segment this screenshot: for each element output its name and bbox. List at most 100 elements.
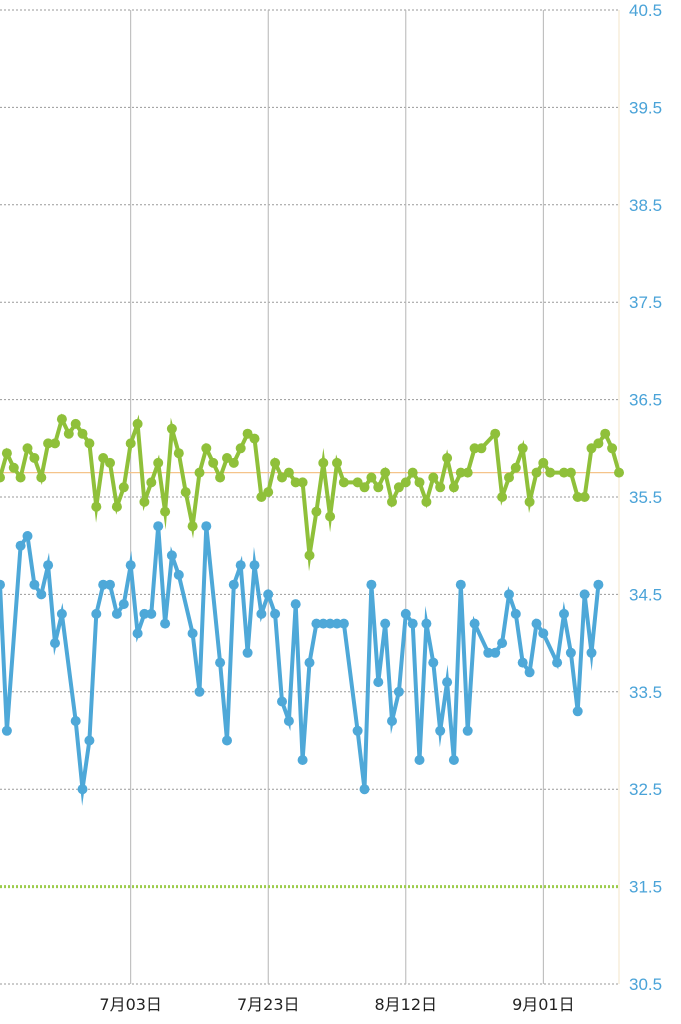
data-point bbox=[0, 579, 5, 590]
data-point bbox=[91, 501, 102, 512]
data-point bbox=[552, 657, 563, 668]
data-point bbox=[22, 443, 33, 454]
data-point bbox=[22, 531, 33, 541]
data-point bbox=[338, 618, 349, 629]
data-point bbox=[442, 453, 453, 463]
y-tick-label: 39.5 bbox=[629, 98, 662, 117]
data-point bbox=[125, 438, 136, 449]
data-point bbox=[29, 579, 40, 590]
data-point bbox=[387, 716, 397, 726]
data-point bbox=[476, 443, 487, 454]
x-tick-label: 7月03日 bbox=[99, 995, 162, 1014]
data-point bbox=[421, 618, 432, 629]
data-point bbox=[497, 638, 508, 649]
data-point bbox=[517, 657, 528, 668]
data-point bbox=[15, 540, 26, 551]
data-point bbox=[242, 647, 253, 658]
data-point bbox=[448, 755, 459, 765]
data-point bbox=[228, 457, 239, 468]
data-point bbox=[469, 618, 480, 629]
data-point bbox=[56, 608, 67, 619]
data-point bbox=[565, 467, 576, 478]
data-point bbox=[579, 589, 590, 600]
data-point bbox=[228, 579, 239, 590]
data-point bbox=[497, 492, 508, 502]
data-point bbox=[510, 608, 521, 619]
data-point bbox=[565, 647, 576, 658]
series-line bbox=[0, 525, 601, 806]
data-point bbox=[387, 496, 397, 507]
data-point bbox=[545, 467, 556, 478]
data-point bbox=[593, 438, 604, 449]
data-point bbox=[407, 618, 418, 629]
data-point bbox=[531, 618, 542, 629]
y-tick-label: 40.5 bbox=[629, 1, 662, 20]
data-point bbox=[77, 784, 88, 795]
data-point bbox=[504, 472, 514, 483]
data-point bbox=[277, 696, 287, 707]
data-point bbox=[208, 457, 219, 468]
x-axis-ticks: 7月03日 7月23日 8月12日 9月01日 bbox=[99, 995, 574, 1014]
data-point bbox=[311, 618, 322, 629]
series-layer bbox=[0, 413, 624, 806]
data-point bbox=[56, 414, 67, 425]
data-point bbox=[242, 428, 253, 439]
data-point bbox=[448, 482, 459, 493]
data-point bbox=[359, 482, 370, 493]
data-point bbox=[352, 477, 363, 488]
data-point bbox=[139, 608, 150, 619]
data-point bbox=[36, 472, 47, 483]
data-point bbox=[63, 428, 74, 439]
data-point bbox=[359, 784, 370, 795]
y-axis-ticks: 40.5 39.5 38.5 37.5 36.5 35.5 34.5 33.5 32.5 31.5… bbox=[629, 1, 662, 994]
data-point bbox=[70, 716, 81, 726]
data-point bbox=[531, 467, 542, 478]
x-tick-label: 7月23日 bbox=[237, 995, 300, 1014]
data-point bbox=[572, 492, 583, 502]
y-tick-label: 35.5 bbox=[629, 488, 662, 507]
data-point bbox=[84, 438, 95, 449]
data-point bbox=[304, 657, 315, 668]
data-point bbox=[400, 477, 411, 488]
series-1 bbox=[0, 521, 604, 806]
data-point bbox=[325, 511, 336, 522]
data-point bbox=[132, 628, 143, 639]
data-point bbox=[249, 433, 260, 444]
data-point bbox=[235, 560, 246, 571]
data-point bbox=[373, 677, 384, 688]
data-point bbox=[43, 438, 54, 449]
data-point bbox=[166, 423, 177, 434]
y-tick-label: 31.5 bbox=[629, 878, 662, 897]
data-point bbox=[366, 472, 377, 483]
series-line bbox=[0, 413, 621, 572]
data-point bbox=[43, 560, 54, 571]
y-tick-label: 36.5 bbox=[629, 391, 662, 410]
data-point bbox=[235, 443, 246, 454]
data-point bbox=[373, 482, 384, 493]
data-point bbox=[153, 521, 164, 532]
data-point bbox=[366, 579, 377, 590]
data-point bbox=[139, 496, 150, 507]
x-tick-label: 9月01日 bbox=[512, 995, 575, 1014]
y-tick-label: 34.5 bbox=[629, 585, 662, 604]
data-point bbox=[77, 428, 88, 439]
grid-layer bbox=[0, 9, 620, 985]
data-point bbox=[586, 443, 597, 454]
data-point bbox=[194, 686, 205, 697]
data-point bbox=[297, 477, 308, 488]
data-point bbox=[614, 467, 624, 478]
y-tick-label: 38.5 bbox=[629, 196, 662, 215]
x-tick-label: 8月12日 bbox=[375, 995, 438, 1014]
data-point bbox=[462, 725, 473, 736]
data-point bbox=[270, 608, 281, 619]
data-point bbox=[407, 467, 418, 478]
data-point bbox=[283, 467, 294, 478]
data-point bbox=[380, 618, 391, 629]
data-point bbox=[187, 628, 198, 639]
data-point bbox=[125, 560, 136, 571]
data-point bbox=[118, 599, 129, 610]
y-tick-label: 33.5 bbox=[629, 683, 662, 702]
data-point bbox=[442, 677, 453, 688]
data-point bbox=[290, 599, 301, 610]
data-point bbox=[8, 462, 19, 473]
